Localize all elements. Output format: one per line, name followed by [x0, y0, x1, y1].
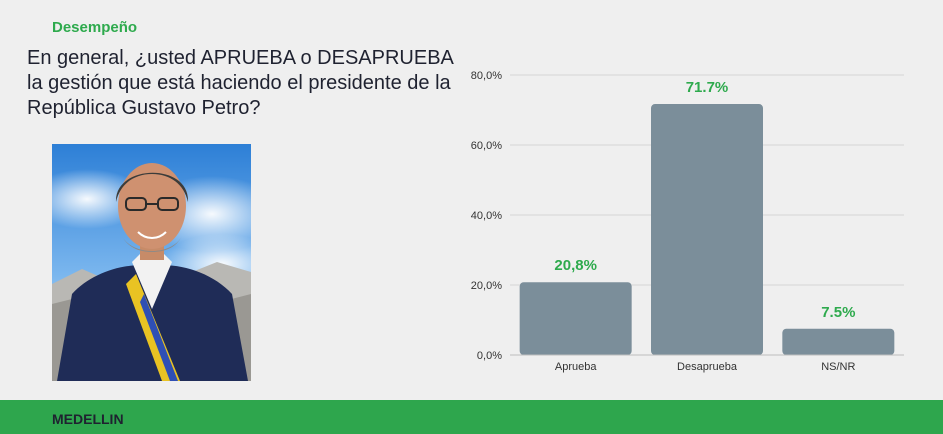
data-label: 71.7%	[686, 79, 729, 96]
bar-desaprueba	[651, 104, 763, 355]
bar-chart: 0,0% 20,0% 40,0% 60,0% 80,0% 20,8% Aprueba 71.7…	[458, 56, 928, 386]
data-label: 7.5%	[821, 304, 855, 321]
x-tick-label: Desaprueba	[677, 361, 738, 373]
president-portrait-icon	[52, 144, 251, 381]
footer-bar: MEDELLIN	[0, 400, 943, 434]
question-text: En general, ¿usted APRUEBA o DESAPRUEBA …	[27, 47, 453, 119]
bar-aprueba	[519, 282, 632, 355]
chart-svg: 0,0% 20,0% 40,0% 60,0% 80,0% 20,8% Aprueba 71.7…	[471, 70, 904, 373]
data-label: 20,8%	[554, 257, 597, 274]
footer-city: MEDELLIN	[52, 411, 124, 427]
y-tick-label: 20,0%	[471, 280, 502, 292]
y-tick-label: 80,0%	[471, 70, 502, 82]
portrait-image	[52, 144, 251, 381]
y-tick-label: 0,0%	[477, 350, 502, 362]
x-tick-label: NS/NR	[821, 361, 855, 373]
x-tick-label: Aprueba	[555, 361, 597, 373]
bar-nsnr	[782, 328, 895, 355]
y-tick-label: 60,0%	[471, 140, 502, 152]
y-tick-label: 40,0%	[471, 210, 502, 222]
section-label: Desempeño	[52, 19, 138, 36]
